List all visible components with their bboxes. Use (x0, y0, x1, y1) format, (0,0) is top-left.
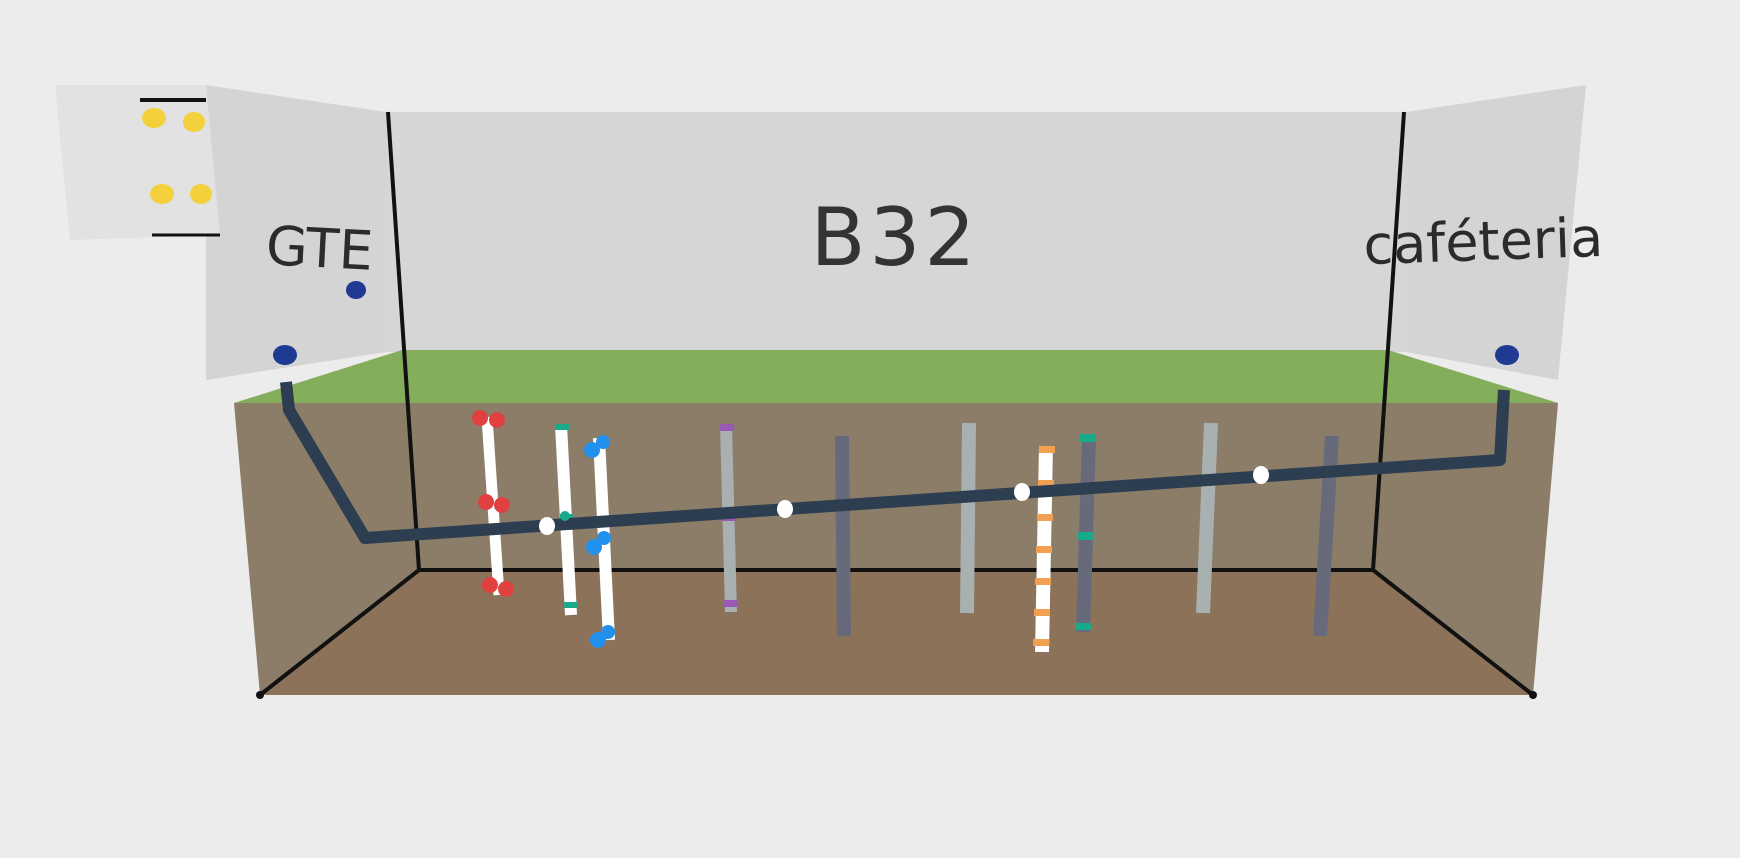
left-wall (206, 85, 386, 380)
teal-band (1080, 434, 1096, 442)
back-wall (386, 112, 1406, 352)
navy-sensor[interactable] (346, 281, 366, 299)
teal-band (1075, 623, 1091, 630)
purple-band (724, 600, 738, 607)
red-dot[interactable] (489, 412, 505, 428)
grass-band (234, 350, 1558, 403)
corner-dot (256, 691, 264, 699)
teal-band (555, 424, 569, 430)
left-room-label: GTE (264, 214, 374, 283)
pipe[interactable] (280, 381, 1510, 544)
dark-pillar[interactable] (835, 435, 851, 637)
right-room-label: caféteria (1362, 206, 1604, 277)
yellow-dot[interactable] (183, 112, 205, 132)
room-frame (258, 111, 1535, 697)
blue-dot[interactable] (596, 435, 610, 449)
grey-pillar[interactable] (1196, 422, 1218, 614)
teal-dot[interactable] (560, 511, 570, 521)
red-dot[interactable] (472, 410, 488, 426)
left-annex (55, 85, 220, 240)
pipe-joints (539, 466, 1269, 535)
yellow-dot[interactable] (190, 184, 212, 204)
yellow-dot[interactable] (142, 108, 166, 128)
blue-dot[interactable] (590, 632, 606, 648)
orange-bands (1033, 446, 1055, 646)
white-pillar[interactable] (481, 416, 505, 596)
red-dot[interactable] (482, 577, 498, 593)
right-wall (1406, 85, 1586, 380)
blue-dot[interactable] (597, 531, 611, 545)
red-dot[interactable] (494, 497, 510, 513)
teal-band (564, 602, 578, 608)
yellow-dot[interactable] (150, 184, 174, 204)
corner-dot (1529, 691, 1537, 699)
blue-dot[interactable] (584, 442, 600, 458)
red-dot[interactable] (478, 494, 494, 510)
grey-pillar[interactable] (960, 422, 976, 614)
floor (260, 570, 1533, 695)
purple-band (720, 424, 734, 431)
teal-band (1078, 532, 1094, 540)
red-dot[interactable] (498, 581, 514, 597)
blue-dot[interactable] (601, 625, 615, 639)
navy-sensor[interactable] (1495, 345, 1519, 365)
room-title: B32 (811, 191, 980, 284)
blue-dot[interactable] (586, 539, 602, 555)
window-icon[interactable] (142, 108, 212, 204)
navy-sensor[interactable] (273, 345, 297, 365)
